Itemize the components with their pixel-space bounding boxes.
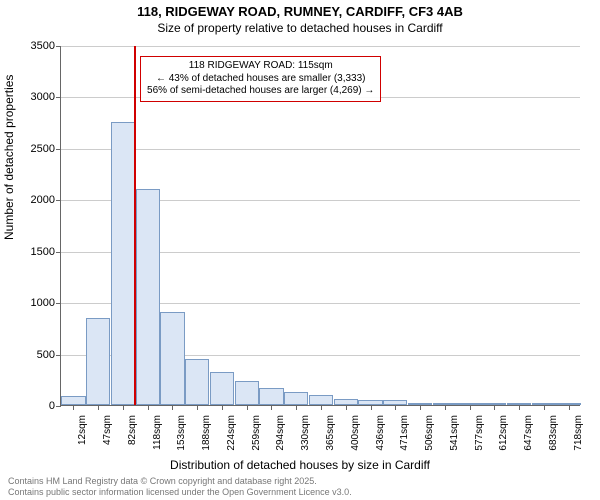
x-tick-mark <box>420 405 421 410</box>
x-tick-label: 118sqm <box>152 415 163 450</box>
annotation-line-1: 118 RIDGEWAY ROAD: 115sqm <box>147 60 374 73</box>
y-tick-label: 1000 <box>31 297 55 309</box>
x-tick-label: 188sqm <box>201 415 212 451</box>
x-tick-label: 506sqm <box>424 415 435 451</box>
y-tick-label: 3500 <box>31 40 55 52</box>
y-axis-label: Number of detached properties <box>2 75 16 240</box>
chart-title-line2: Size of property relative to detached ho… <box>0 19 600 39</box>
y-tick-label: 2000 <box>31 194 55 206</box>
x-tick-mark <box>271 405 272 410</box>
bar <box>210 372 234 405</box>
x-tick-label: 400sqm <box>350 415 361 451</box>
x-tick-mark <box>296 405 297 410</box>
x-tick-mark <box>494 405 495 410</box>
gridline <box>61 149 580 150</box>
y-tick-mark <box>56 97 61 98</box>
y-tick-label: 500 <box>37 349 55 361</box>
x-tick-mark <box>247 405 248 410</box>
gridline <box>61 46 580 47</box>
x-tick-label: 82sqm <box>127 415 138 445</box>
bar <box>309 395 333 405</box>
x-tick-label: 365sqm <box>325 415 336 451</box>
x-tick-mark <box>445 405 446 410</box>
x-tick-label: 577sqm <box>474 415 485 451</box>
bar <box>136 189 160 405</box>
footer-line-1: Contains HM Land Registry data © Crown c… <box>8 476 352 487</box>
y-tick-label: 0 <box>49 400 55 412</box>
x-tick-mark <box>346 405 347 410</box>
bar <box>61 396 85 405</box>
x-tick-label: 683sqm <box>548 415 559 451</box>
x-tick-label: 153sqm <box>176 415 187 451</box>
chart-plot-area: 050010001500200025003000350012sqm47sqm82… <box>60 46 580 406</box>
x-tick-label: 330sqm <box>300 415 311 451</box>
x-tick-label: 718sqm <box>573 415 584 451</box>
footer-line-2: Contains public sector information licen… <box>8 487 352 498</box>
bar <box>185 359 209 405</box>
x-tick-mark <box>371 405 372 410</box>
x-tick-label: 612sqm <box>498 415 509 451</box>
x-axis-label: Distribution of detached houses by size … <box>0 458 600 472</box>
bar <box>86 318 110 405</box>
x-tick-mark <box>222 405 223 410</box>
y-tick-label: 1500 <box>31 246 55 258</box>
y-tick-mark <box>56 149 61 150</box>
attribution-footer: Contains HM Land Registry data © Crown c… <box>8 476 352 498</box>
x-tick-mark <box>395 405 396 410</box>
x-tick-mark <box>519 405 520 410</box>
y-tick-mark <box>56 252 61 253</box>
x-tick-label: 47sqm <box>102 415 113 445</box>
x-tick-label: 294sqm <box>275 415 286 451</box>
property-marker-line <box>134 46 136 405</box>
x-tick-mark <box>569 405 570 410</box>
y-tick-label: 3000 <box>31 91 55 103</box>
bar <box>284 392 308 405</box>
y-tick-mark <box>56 355 61 356</box>
x-tick-mark <box>321 405 322 410</box>
x-tick-label: 12sqm <box>77 415 88 445</box>
x-tick-mark <box>98 405 99 410</box>
y-tick-mark <box>56 303 61 304</box>
chart-title-line1: 118, RIDGEWAY ROAD, RUMNEY, CARDIFF, CF3… <box>0 0 600 19</box>
y-tick-mark <box>56 406 61 407</box>
x-tick-mark <box>148 405 149 410</box>
bar <box>235 381 259 405</box>
y-tick-mark <box>56 200 61 201</box>
x-tick-mark <box>73 405 74 410</box>
x-tick-mark <box>544 405 545 410</box>
annotation-box: 118 RIDGEWAY ROAD: 115sqm← 43% of detach… <box>140 56 381 102</box>
x-tick-mark <box>470 405 471 410</box>
y-tick-mark <box>56 46 61 47</box>
x-tick-mark <box>172 405 173 410</box>
bar <box>111 122 135 405</box>
x-tick-label: 436sqm <box>375 415 386 451</box>
x-tick-mark <box>197 405 198 410</box>
x-tick-label: 224sqm <box>226 415 237 451</box>
x-tick-mark <box>123 405 124 410</box>
annotation-line-3: 56% of semi-detached houses are larger (… <box>147 85 374 98</box>
x-tick-label: 541sqm <box>449 415 460 451</box>
x-tick-label: 647sqm <box>523 415 534 451</box>
y-tick-label: 2500 <box>31 143 55 155</box>
annotation-line-2: ← 43% of detached houses are smaller (3,… <box>147 73 374 86</box>
x-tick-label: 471sqm <box>399 415 410 451</box>
bar <box>259 388 283 405</box>
bar <box>160 312 184 405</box>
x-tick-label: 259sqm <box>251 415 262 451</box>
